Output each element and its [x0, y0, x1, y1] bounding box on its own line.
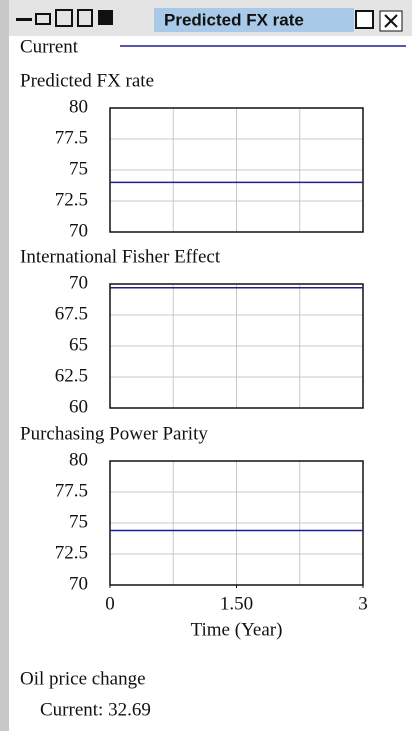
y-tick-label: 77.5 — [55, 127, 88, 148]
y-tick-label: 77.5 — [55, 480, 88, 501]
legend-label: Current — [20, 36, 79, 57]
minimize-icon[interactable] — [16, 18, 32, 21]
y-tick-label: 80 — [69, 96, 88, 117]
chart-title: Purchasing Power Parity — [20, 423, 208, 444]
toolbar-icons[interactable] — [16, 9, 113, 27]
y-tick-label: 70 — [69, 573, 88, 594]
chart-title: International Fisher Effect — [20, 246, 221, 267]
plot-frame — [109, 460, 364, 586]
y-tick-label: 62.5 — [55, 365, 88, 386]
footer-value: Current: 32.69 — [40, 699, 151, 720]
window-title: Predicted FX rate — [164, 10, 304, 29]
y-tick-label: 60 — [69, 396, 88, 417]
close-icon — [384, 14, 398, 28]
y-tick-label: 65 — [69, 334, 88, 355]
x-tick-label: 1.50 — [220, 593, 253, 614]
y-tick-label: 67.5 — [55, 303, 88, 324]
y-tick-label: 72.5 — [55, 189, 88, 210]
maximize-button[interactable] — [355, 10, 374, 29]
y-tick-label: 75 — [69, 511, 88, 532]
y-tick-label: 80 — [69, 449, 88, 470]
print-icon[interactable] — [55, 9, 73, 27]
y-tick-label: 70 — [69, 272, 88, 293]
title-highlight — [154, 8, 354, 32]
y-tick-label: 75 — [69, 158, 88, 179]
plot-frame — [109, 283, 364, 409]
x-axis-label: Time (Year) — [191, 619, 283, 640]
y-tick-label: 72.5 — [55, 542, 88, 563]
save-icon[interactable] — [98, 10, 113, 25]
y-tick-label: 70 — [69, 220, 88, 241]
plot-frame — [109, 107, 364, 233]
lock-icon[interactable] — [35, 13, 51, 25]
window-left-border — [0, 0, 9, 731]
x-tick-label: 3 — [358, 593, 368, 614]
x-tick-label: 0 — [105, 593, 115, 614]
chart-title: Predicted FX rate — [20, 70, 154, 91]
clipboard-icon[interactable] — [77, 9, 93, 27]
footer-label: Oil price change — [20, 668, 146, 689]
